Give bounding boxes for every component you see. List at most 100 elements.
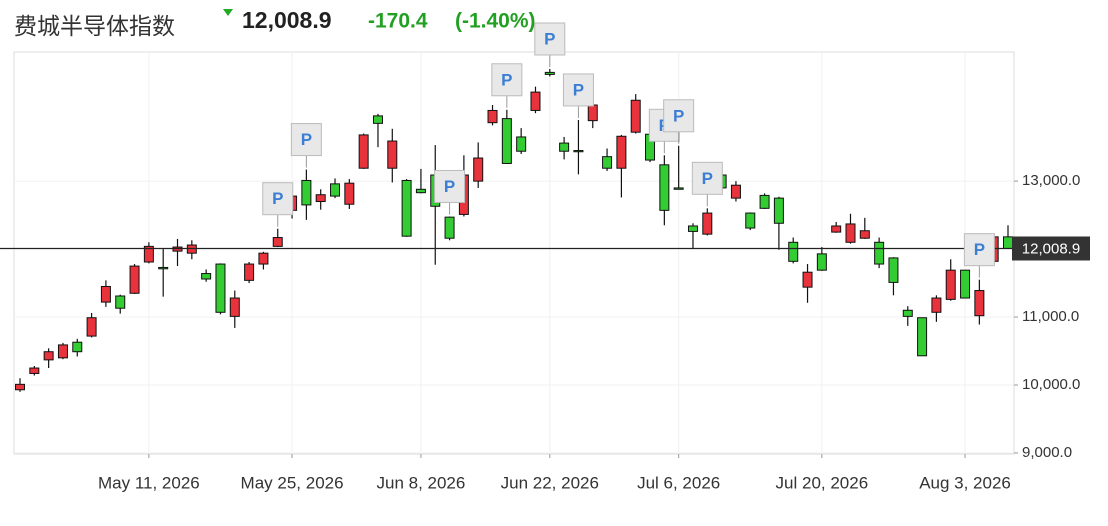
flag-label: P bbox=[272, 189, 283, 208]
candle-body bbox=[186, 244, 197, 254]
y-tick-label: 9,000.0 bbox=[1022, 444, 1072, 461]
candle-body bbox=[372, 115, 383, 124]
price-change: -170.4 bbox=[368, 10, 428, 33]
y-tick-label: 10,000.0 bbox=[1022, 376, 1080, 393]
candle-body bbox=[816, 253, 827, 271]
plot-frame bbox=[13, 51, 1015, 455]
candle-body bbox=[100, 285, 111, 303]
candle-body bbox=[931, 297, 942, 313]
candle-body bbox=[86, 317, 97, 337]
candle-body bbox=[215, 263, 226, 313]
flag-label: P bbox=[501, 70, 512, 89]
candle-body bbox=[902, 309, 913, 317]
flag-label: P bbox=[444, 177, 455, 196]
candle-body bbox=[516, 136, 527, 152]
candle-body bbox=[859, 230, 870, 239]
candle-body bbox=[702, 212, 713, 235]
candle-body bbox=[315, 194, 326, 203]
y-tick-label: 11,000.0 bbox=[1022, 308, 1079, 325]
candle-body bbox=[831, 225, 842, 233]
candle-body bbox=[473, 157, 484, 182]
candle-body bbox=[501, 118, 512, 164]
candle-body bbox=[917, 317, 928, 357]
last-price-box bbox=[1012, 236, 1090, 261]
candle-body bbox=[158, 266, 169, 270]
candle-body bbox=[874, 241, 885, 265]
candle-body bbox=[344, 182, 355, 205]
candle-body bbox=[358, 134, 369, 169]
candle-body bbox=[960, 269, 971, 299]
candle-body bbox=[72, 341, 83, 353]
chart-title: 费城半导体指数 bbox=[14, 13, 175, 39]
candle-body bbox=[415, 188, 426, 194]
candle-body bbox=[387, 140, 398, 169]
flag bbox=[262, 182, 294, 216]
x-tick-label: Jun 22, 2026 bbox=[501, 473, 599, 492]
candle-body bbox=[229, 297, 240, 317]
candle-body bbox=[129, 265, 140, 294]
candle-body bbox=[773, 197, 784, 224]
candle-body bbox=[788, 241, 799, 262]
flag bbox=[562, 73, 594, 107]
last-price-label: 12,008.9 bbox=[1022, 240, 1080, 257]
candle-body bbox=[602, 156, 613, 169]
candle-body bbox=[244, 263, 255, 281]
x-tick-label: May 11, 2026 bbox=[98, 473, 200, 492]
x-tick-label: Jul 6, 2026 bbox=[637, 473, 720, 492]
candle-body bbox=[1003, 236, 1013, 249]
flag-label: P bbox=[573, 80, 584, 99]
flag bbox=[963, 233, 995, 267]
candle-body bbox=[845, 223, 856, 243]
y-tick-label: 13,000.0 bbox=[1022, 172, 1080, 189]
candle-body bbox=[888, 257, 899, 283]
candle-body bbox=[573, 150, 584, 153]
candle-body bbox=[401, 179, 412, 237]
candle-body bbox=[945, 269, 956, 300]
candle-body bbox=[659, 164, 670, 211]
last-price: 12,008.9 bbox=[242, 7, 332, 33]
candle-body bbox=[730, 184, 741, 199]
candle-body bbox=[258, 252, 269, 265]
candle-body bbox=[673, 187, 684, 190]
flag-label: P bbox=[301, 130, 312, 149]
x-tick-label: Jul 20, 2026 bbox=[776, 473, 869, 492]
flag bbox=[691, 161, 723, 195]
flag-label: P bbox=[673, 106, 684, 125]
candle-body bbox=[43, 351, 54, 361]
candle-body bbox=[201, 273, 212, 280]
candle-body bbox=[15, 383, 25, 391]
candle-body bbox=[616, 135, 627, 169]
candle-body bbox=[29, 367, 40, 374]
flag-label: P bbox=[702, 169, 713, 188]
x-tick-label: May 25, 2026 bbox=[241, 473, 344, 492]
flag bbox=[534, 22, 566, 56]
candle-body bbox=[630, 99, 641, 133]
down-arrow-icon bbox=[223, 9, 233, 16]
x-tick-label: Jun 8, 2026 bbox=[376, 473, 465, 492]
candle-body bbox=[687, 225, 698, 232]
candle-body bbox=[759, 194, 770, 209]
candle-body bbox=[559, 142, 570, 152]
candle-body bbox=[487, 109, 498, 124]
flag bbox=[491, 63, 523, 97]
candle-body bbox=[330, 183, 341, 197]
flag-label: P bbox=[544, 29, 555, 48]
candle-body bbox=[802, 271, 813, 288]
candle-body bbox=[301, 179, 312, 206]
candle-body bbox=[745, 212, 756, 229]
candle-body bbox=[444, 216, 455, 239]
candle-body bbox=[530, 91, 541, 111]
price-change-pct: (-1.40%) bbox=[455, 10, 536, 33]
x-tick-label: Aug 3, 2026 bbox=[919, 473, 1011, 492]
candle-body bbox=[974, 290, 985, 317]
candle-body bbox=[544, 71, 555, 75]
candle-body bbox=[172, 246, 183, 252]
candle-body bbox=[272, 237, 283, 247]
candle-body bbox=[587, 104, 598, 122]
candle-body bbox=[115, 295, 126, 309]
flag-label: P bbox=[974, 240, 985, 259]
candle-body bbox=[143, 245, 154, 263]
flag bbox=[434, 169, 466, 203]
